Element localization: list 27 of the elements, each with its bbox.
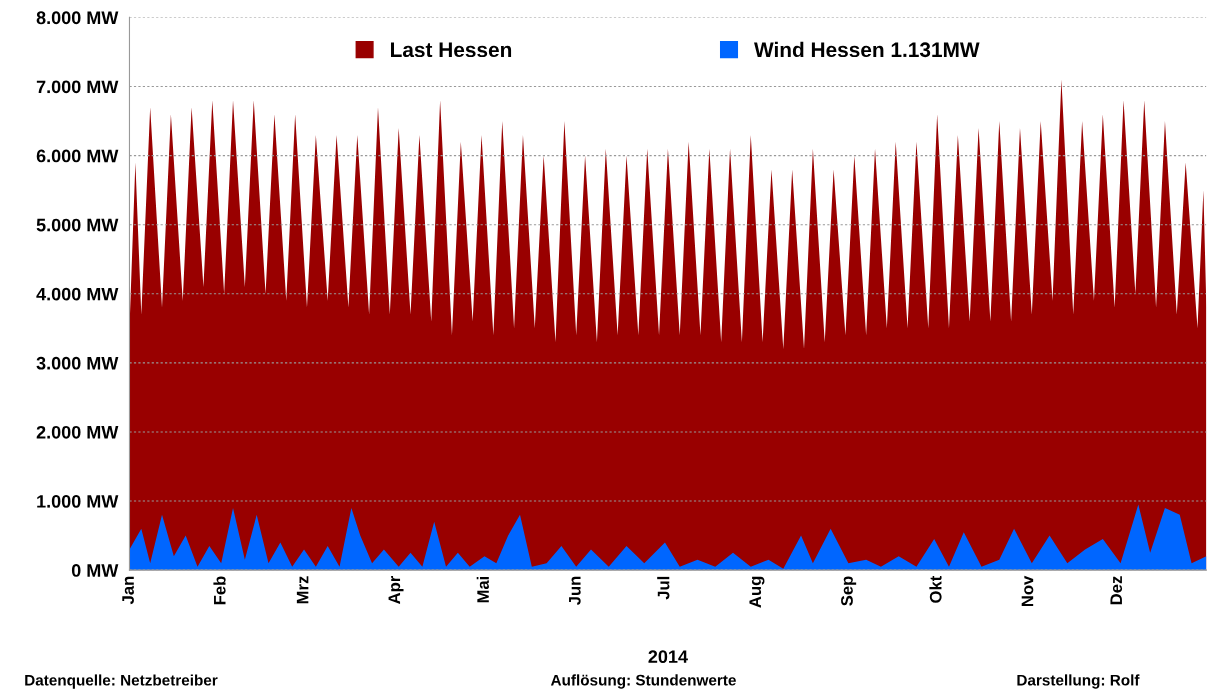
y-tick-label: 1.000 MW (37, 494, 119, 508)
x-tick-label: Jun (569, 576, 581, 606)
x-tick-label: Okt (929, 575, 942, 603)
x-tick-label: Sep (841, 576, 857, 606)
x-tick-label: Dez (1110, 576, 1123, 605)
legend-label: Wind Hessen 1.131MW (754, 41, 980, 58)
x-tick-label: Feb (213, 576, 226, 605)
y-tick-label: 0 MW (71, 564, 119, 577)
text: Auflösung: Stundenwerte (550, 674, 736, 689)
y-tick-label: 3.000 MW (36, 356, 119, 370)
y-tick-label: 2.000 MW (36, 425, 119, 439)
y-tick-label: 8.000 MW (36, 11, 119, 25)
x-tick-label: Jan (122, 576, 134, 605)
x-tick-label: Mai (476, 576, 489, 603)
text: Darstellung: Rolf (1017, 674, 1140, 689)
x-axis-title: 2014 (648, 650, 688, 664)
x-tick-label: Aug (749, 576, 765, 608)
x-tick-label: Mrz (296, 576, 309, 604)
x-tick-label: Jul (657, 576, 670, 600)
x-tick-label: Nov (1021, 575, 1034, 607)
text: Datenquelle: Netzbetreiber (25, 674, 218, 689)
x-tick-label: Apr (388, 575, 404, 604)
y-tick-label: 7.000 MW (36, 80, 119, 94)
y-tick-label: 6.000 MW (36, 149, 119, 163)
y-tick-label: 5.000 MW (36, 218, 119, 232)
legend-label: Last Hessen (391, 42, 512, 58)
y-tick-label: 4.000 MW (36, 287, 119, 301)
